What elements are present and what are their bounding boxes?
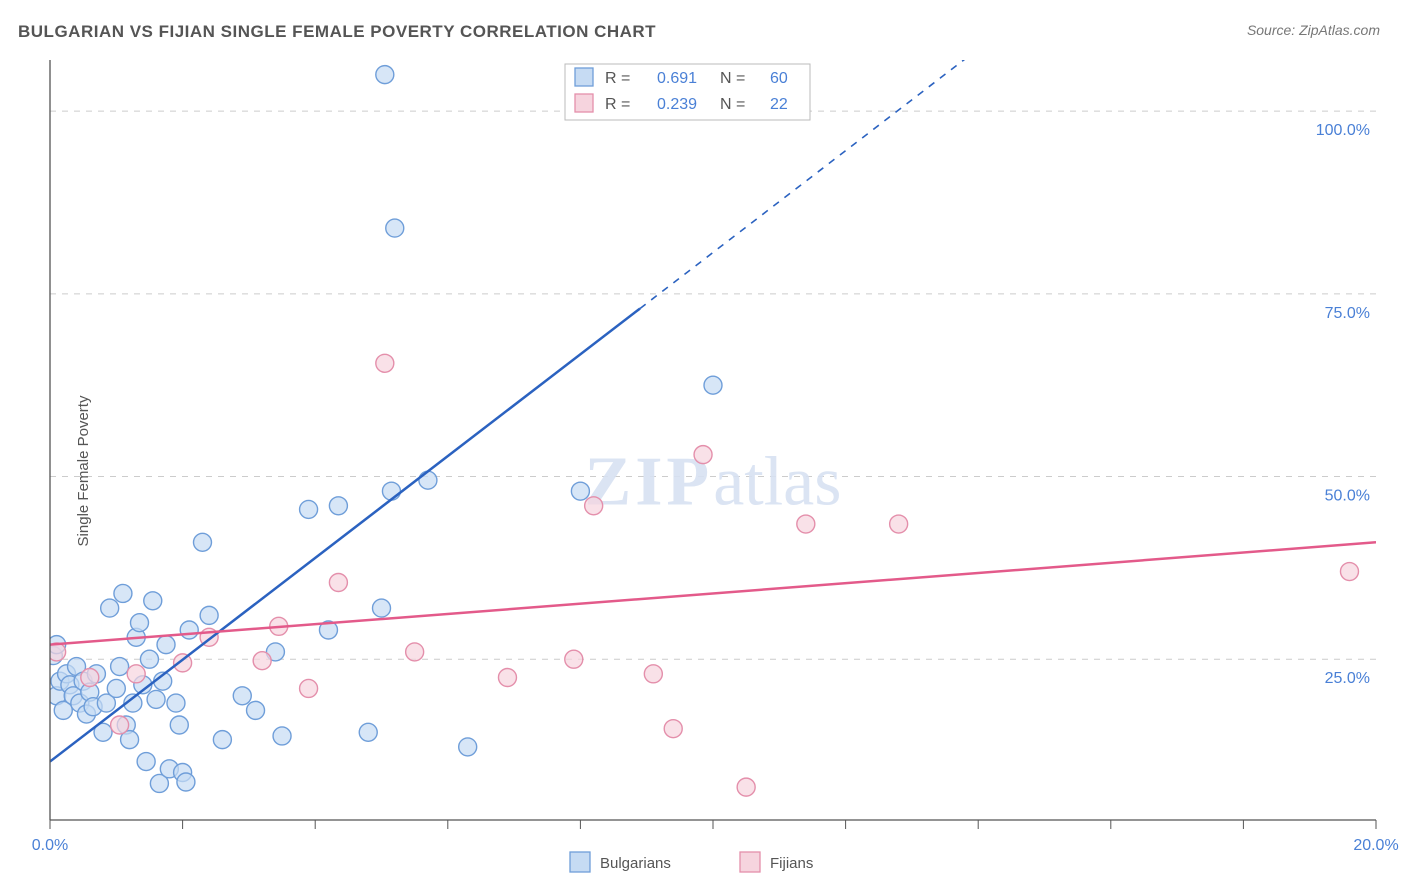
- legend-swatch: [575, 94, 593, 112]
- data-point: [140, 650, 158, 668]
- data-point: [376, 354, 394, 372]
- data-point: [167, 694, 185, 712]
- data-point: [585, 497, 603, 515]
- legend-n-value: 22: [770, 96, 788, 113]
- y-axis-label: Single Female Poverty: [75, 396, 92, 547]
- y-tick-label: 50.0%: [1325, 488, 1370, 505]
- chart-title: BULGARIAN VS FIJIAN SINGLE FEMALE POVERT…: [18, 22, 656, 42]
- data-point: [359, 723, 377, 741]
- data-point: [127, 665, 145, 683]
- chart-svg: 25.0% 50.0% 75.0% 100.0% ZIPatlas 0.0% 20.0% R …: [0, 50, 1406, 892]
- data-point: [890, 515, 908, 533]
- data-point: [180, 621, 198, 639]
- trend-line: [50, 542, 1376, 644]
- data-point: [329, 574, 347, 592]
- legend-r-value: 0.239: [657, 96, 697, 113]
- data-point: [382, 482, 400, 500]
- data-point: [664, 720, 682, 738]
- data-point: [170, 716, 188, 734]
- data-point: [107, 679, 125, 697]
- legend-swatch: [575, 68, 593, 86]
- legend-n-value: 60: [770, 70, 788, 87]
- data-point: [644, 665, 662, 683]
- data-point: [247, 701, 265, 719]
- data-point: [114, 584, 132, 602]
- y-tick-label: 75.0%: [1325, 305, 1370, 322]
- data-point: [111, 716, 129, 734]
- bottom-legend-label: Fijians: [770, 855, 813, 872]
- data-point: [193, 533, 211, 551]
- data-point: [459, 738, 477, 756]
- bottom-legend-swatch: [740, 852, 760, 872]
- data-point: [694, 446, 712, 464]
- x-tick-label: 20.0%: [1353, 837, 1398, 854]
- data-point: [373, 599, 391, 617]
- data-point: [200, 606, 218, 624]
- trend-line: [50, 308, 640, 761]
- data-point: [376, 66, 394, 84]
- data-point: [137, 753, 155, 771]
- data-point: [177, 773, 195, 791]
- data-point: [131, 614, 149, 632]
- legend-r-label: R =: [605, 96, 630, 113]
- data-point: [565, 650, 583, 668]
- data-point: [81, 669, 99, 687]
- data-point: [147, 690, 165, 708]
- data-point: [797, 515, 815, 533]
- legend-n-label: N =: [720, 70, 745, 87]
- data-point: [571, 482, 589, 500]
- data-point: [111, 658, 129, 676]
- data-point: [329, 497, 347, 515]
- data-point: [101, 599, 119, 617]
- data-point: [213, 731, 231, 749]
- data-point: [386, 219, 404, 237]
- data-point: [157, 636, 175, 654]
- data-point: [273, 727, 291, 745]
- data-point: [300, 500, 318, 518]
- legend-r-label: R =: [605, 70, 630, 87]
- data-point: [1340, 563, 1358, 581]
- y-tick-label: 25.0%: [1325, 670, 1370, 687]
- data-point: [174, 654, 192, 672]
- data-point: [419, 471, 437, 489]
- data-point: [737, 778, 755, 796]
- data-point: [704, 376, 722, 394]
- bottom-legend-swatch: [570, 852, 590, 872]
- chart-container: Single Female Poverty 25.0% 50.0% 75.0% 100…: [0, 50, 1406, 892]
- data-point: [406, 643, 424, 661]
- legend-r-value: 0.691: [657, 70, 697, 87]
- data-point: [233, 687, 251, 705]
- x-tick-label: 0.0%: [32, 837, 68, 854]
- source-text: Source: ZipAtlas.com: [1247, 22, 1380, 38]
- bottom-legend-label: Bulgarians: [600, 855, 671, 872]
- watermark: ZIPatlas: [585, 444, 842, 521]
- data-point: [498, 669, 516, 687]
- legend-n-label: N =: [720, 96, 745, 113]
- data-point: [253, 652, 271, 670]
- data-point: [144, 592, 162, 610]
- y-tick-label: 100.0%: [1316, 122, 1370, 139]
- data-point: [300, 679, 318, 697]
